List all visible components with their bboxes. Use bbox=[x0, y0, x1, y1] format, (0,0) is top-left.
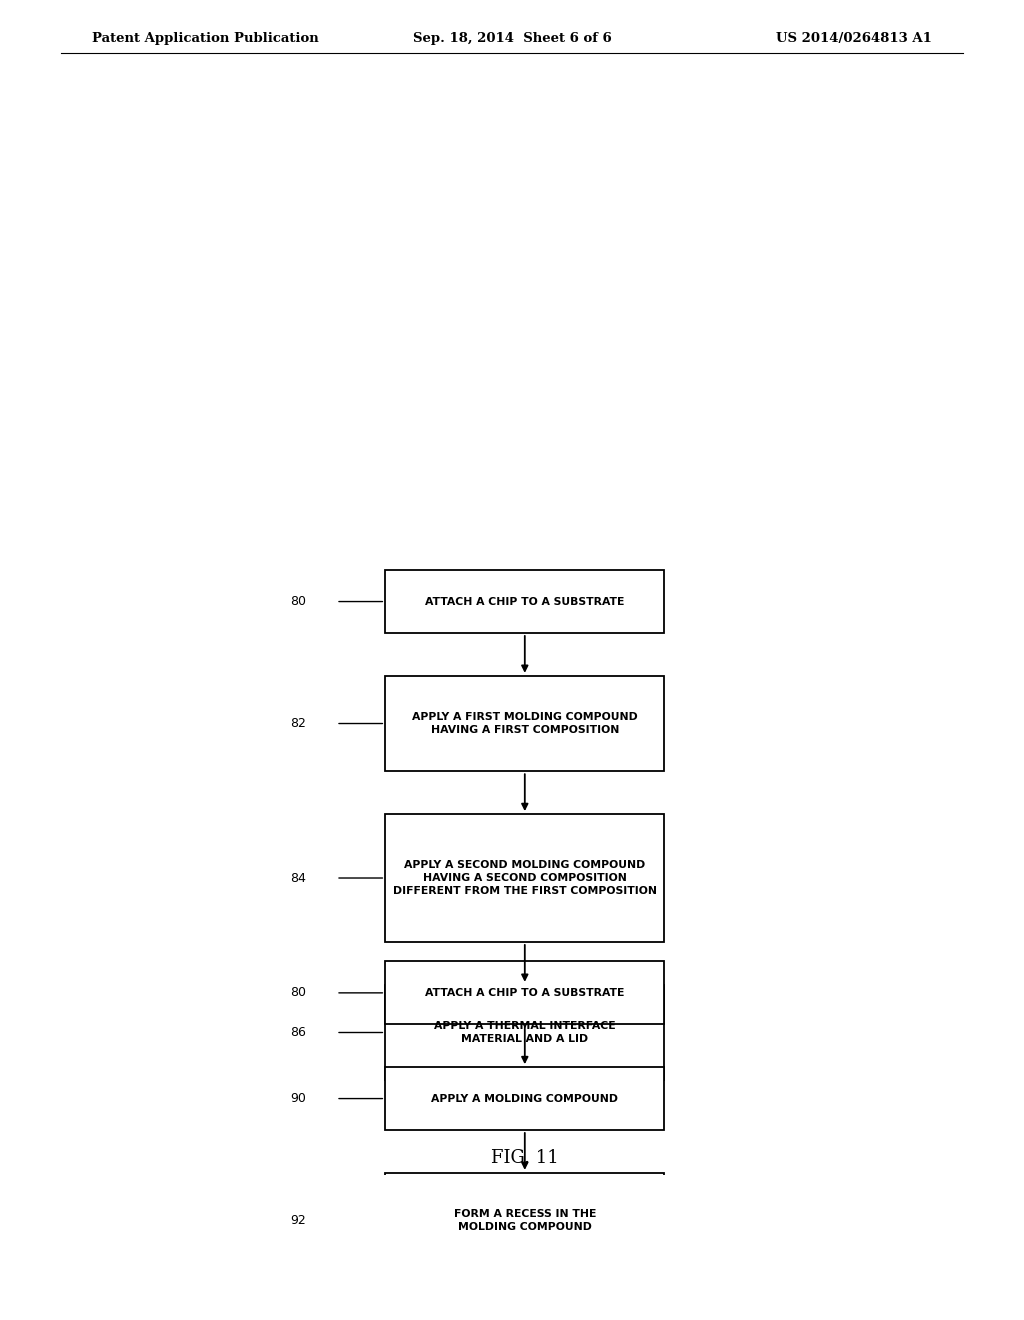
Text: 86: 86 bbox=[290, 1026, 306, 1039]
Text: US 2014/0264813 A1: US 2014/0264813 A1 bbox=[776, 32, 932, 45]
Text: Patent Application Publication: Patent Application Publication bbox=[92, 32, 318, 45]
Text: APPLY A MOLDING COMPOUND: APPLY A MOLDING COMPOUND bbox=[431, 1093, 618, 1104]
Bar bbox=[385, 1067, 665, 1130]
Bar bbox=[385, 676, 665, 771]
Text: Sep. 18, 2014  Sheet 6 of 6: Sep. 18, 2014 Sheet 6 of 6 bbox=[413, 32, 611, 45]
Text: 80: 80 bbox=[290, 595, 306, 609]
Text: APPLY A THERMAL INTERFACE
MATERIAL AND A LID: APPLY A THERMAL INTERFACE MATERIAL AND A… bbox=[434, 1022, 615, 1044]
Text: ATTACH A CHIP TO A SUBSTRATE: ATTACH A CHIP TO A SUBSTRATE bbox=[425, 597, 625, 607]
Text: FORM A RECESS IN THE
MOLDING COMPOUND: FORM A RECESS IN THE MOLDING COMPOUND bbox=[454, 1209, 596, 1232]
Bar bbox=[385, 814, 665, 942]
Bar bbox=[385, 1172, 665, 1269]
Bar bbox=[385, 961, 665, 1024]
Text: 92: 92 bbox=[290, 1214, 306, 1228]
Text: FIG. 11: FIG. 11 bbox=[490, 1148, 559, 1167]
Text: 90: 90 bbox=[290, 1092, 306, 1105]
Bar bbox=[385, 985, 665, 1080]
Text: 84: 84 bbox=[290, 871, 306, 884]
Text: APPLY A SECOND MOLDING COMPOUND
HAVING A SECOND COMPOSITION
DIFFERENT FROM THE F: APPLY A SECOND MOLDING COMPOUND HAVING A… bbox=[393, 861, 656, 896]
Bar bbox=[385, 1311, 665, 1320]
Text: APPLY A FIRST MOLDING COMPOUND
HAVING A FIRST COMPOSITION: APPLY A FIRST MOLDING COMPOUND HAVING A … bbox=[412, 711, 638, 735]
Text: ATTACH A CHIP TO A SUBSTRATE: ATTACH A CHIP TO A SUBSTRATE bbox=[425, 987, 625, 998]
Bar bbox=[385, 570, 665, 634]
Text: 80: 80 bbox=[290, 986, 306, 999]
Text: 82: 82 bbox=[290, 717, 306, 730]
